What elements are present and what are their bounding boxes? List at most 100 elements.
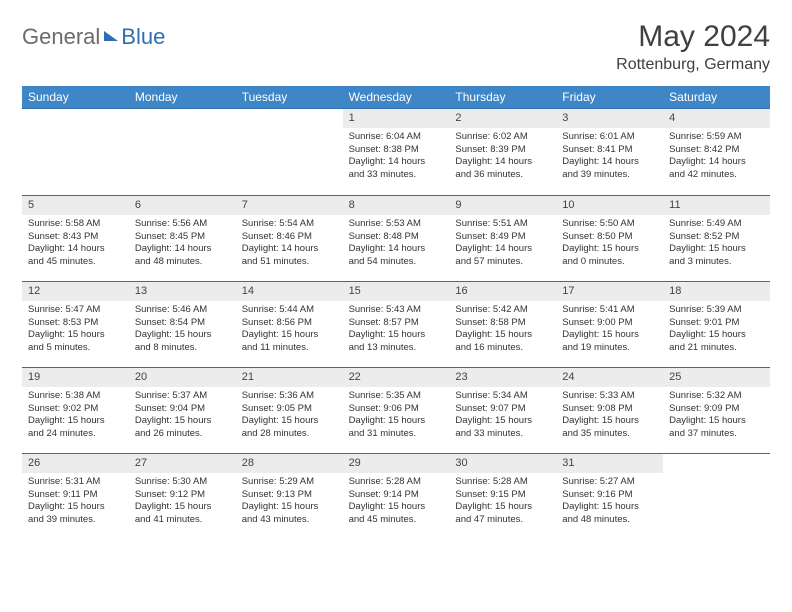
sunset-text: Sunset: 9:01 PM <box>669 317 764 330</box>
daylight-line2: and 43 minutes. <box>242 514 337 527</box>
daylight-line2: and 0 minutes. <box>562 256 657 269</box>
daylight-line1: Daylight: 15 hours <box>562 415 657 428</box>
weekday-col: Friday <box>556 86 663 108</box>
sunset-text: Sunset: 8:38 PM <box>349 144 444 157</box>
daylight-line2: and 36 minutes. <box>455 169 550 182</box>
day-number: 5 <box>22 196 129 215</box>
sunrise-text: Sunrise: 5:51 AM <box>455 218 550 231</box>
day-info: Sunrise: 6:04 AMSunset: 8:38 PMDaylight:… <box>343 131 450 182</box>
daylight-line2: and 33 minutes. <box>455 428 550 441</box>
daylight-line2: and 39 minutes. <box>562 169 657 182</box>
daylight-line2: and 39 minutes. <box>28 514 123 527</box>
day-number: 26 <box>22 454 129 473</box>
daylight-line2: and 45 minutes. <box>28 256 123 269</box>
daylight-line1: Daylight: 15 hours <box>135 329 230 342</box>
day-number: 28 <box>236 454 343 473</box>
daylight-line1: Daylight: 15 hours <box>28 501 123 514</box>
daylight-line1: Daylight: 15 hours <box>669 243 764 256</box>
day-number: 18 <box>663 282 770 301</box>
calendar-cell: 12Sunrise: 5:47 AMSunset: 8:53 PMDayligh… <box>22 281 129 367</box>
calendar-cell: 8 Sunrise: 5:53 AMSunset: 8:48 PMDaylight… <box>343 195 450 281</box>
calendar-cell-empty <box>129 108 236 195</box>
calendar-grid: 1Sunrise: 6:04 AMSunset: 8:38 PMDaylight… <box>22 108 770 539</box>
daylight-line1: Daylight: 15 hours <box>669 329 764 342</box>
daylight-line1: Daylight: 15 hours <box>349 329 444 342</box>
daylight-line1: Daylight: 14 hours <box>349 243 444 256</box>
sunset-text: Sunset: 8:45 PM <box>135 231 230 244</box>
daylight-line1: Daylight: 15 hours <box>669 415 764 428</box>
day-number: 25 <box>663 368 770 387</box>
daylight-line2: and 3 minutes. <box>669 256 764 269</box>
daylight-line2: and 16 minutes. <box>455 342 550 355</box>
daylight-line1: Daylight: 15 hours <box>455 329 550 342</box>
daylight-line1: Daylight: 15 hours <box>349 501 444 514</box>
day-info: Sunrise: 5:33 AMSunset: 9:08 PMDaylight:… <box>556 390 663 441</box>
day-number: 30 <box>449 454 556 473</box>
day-info: Sunrise: 5:53 AMSunset: 8:48 PMDaylight:… <box>343 218 450 269</box>
daylight-line1: Daylight: 14 hours <box>135 243 230 256</box>
sunrise-text: Sunrise: 5:59 AM <box>669 131 764 144</box>
day-number: 8 <box>343 196 450 215</box>
day-number: 4 <box>663 109 770 128</box>
daylight-line1: Daylight: 15 hours <box>135 501 230 514</box>
day-number: 24 <box>556 368 663 387</box>
daylight-line1: Daylight: 15 hours <box>28 415 123 428</box>
daylight-line1: Daylight: 15 hours <box>455 501 550 514</box>
brand-part2: Blue <box>121 24 165 50</box>
weekday-col: Thursday <box>449 86 556 108</box>
day-info: Sunrise: 5:30 AMSunset: 9:12 PMDaylight:… <box>129 476 236 527</box>
day-info: Sunrise: 5:37 AMSunset: 9:04 PMDaylight:… <box>129 390 236 441</box>
sunrise-text: Sunrise: 5:34 AM <box>455 390 550 403</box>
brand-logo: General Blue <box>22 24 165 50</box>
daylight-line1: Daylight: 14 hours <box>455 243 550 256</box>
daylight-line2: and 11 minutes. <box>242 342 337 355</box>
brand-triangle-icon <box>104 31 118 41</box>
day-number: 12 <box>22 282 129 301</box>
day-info: Sunrise: 6:02 AMSunset: 8:39 PMDaylight:… <box>449 131 556 182</box>
sunrise-text: Sunrise: 5:54 AM <box>242 218 337 231</box>
day-number: 19 <box>22 368 129 387</box>
calendar-cell-empty <box>22 108 129 195</box>
sunset-text: Sunset: 8:46 PM <box>242 231 337 244</box>
sunrise-text: Sunrise: 5:37 AM <box>135 390 230 403</box>
weekday-col: Tuesday <box>236 86 343 108</box>
day-info: Sunrise: 5:39 AMSunset: 9:01 PMDaylight:… <box>663 304 770 355</box>
daylight-line1: Daylight: 14 hours <box>669 156 764 169</box>
calendar-cell: 14Sunrise: 5:44 AMSunset: 8:56 PMDayligh… <box>236 281 343 367</box>
day-info: Sunrise: 5:42 AMSunset: 8:58 PMDaylight:… <box>449 304 556 355</box>
sunset-text: Sunset: 8:41 PM <box>562 144 657 157</box>
day-info: Sunrise: 5:49 AMSunset: 8:52 PMDaylight:… <box>663 218 770 269</box>
sunset-text: Sunset: 8:56 PM <box>242 317 337 330</box>
sunset-text: Sunset: 9:02 PM <box>28 403 123 416</box>
sunset-text: Sunset: 9:13 PM <box>242 489 337 502</box>
weekday-col: Monday <box>129 86 236 108</box>
sunrise-text: Sunrise: 5:46 AM <box>135 304 230 317</box>
daylight-line2: and 48 minutes. <box>135 256 230 269</box>
sunrise-text: Sunrise: 5:53 AM <box>349 218 444 231</box>
daylight-line2: and 28 minutes. <box>242 428 337 441</box>
daylight-line1: Daylight: 15 hours <box>242 329 337 342</box>
daylight-line2: and 35 minutes. <box>562 428 657 441</box>
calendar-cell: 20Sunrise: 5:37 AMSunset: 9:04 PMDayligh… <box>129 367 236 453</box>
sunset-text: Sunset: 9:12 PM <box>135 489 230 502</box>
calendar-cell: 23Sunrise: 5:34 AMSunset: 9:07 PMDayligh… <box>449 367 556 453</box>
daylight-line1: Daylight: 15 hours <box>455 415 550 428</box>
calendar-cell: 26Sunrise: 5:31 AMSunset: 9:11 PMDayligh… <box>22 453 129 539</box>
day-number: 16 <box>449 282 556 301</box>
header-row: General Blue May 2024 Rottenburg, German… <box>22 20 770 74</box>
sunrise-text: Sunrise: 6:02 AM <box>455 131 550 144</box>
day-info: Sunrise: 5:46 AMSunset: 8:54 PMDaylight:… <box>129 304 236 355</box>
calendar-cell: 21Sunrise: 5:36 AMSunset: 9:05 PMDayligh… <box>236 367 343 453</box>
calendar-cell-empty <box>236 108 343 195</box>
sunrise-text: Sunrise: 5:36 AM <box>242 390 337 403</box>
sunset-text: Sunset: 9:06 PM <box>349 403 444 416</box>
daylight-line2: and 54 minutes. <box>349 256 444 269</box>
day-number: 11 <box>663 196 770 215</box>
daylight-line2: and 42 minutes. <box>669 169 764 182</box>
day-info: Sunrise: 5:28 AMSunset: 9:14 PMDaylight:… <box>343 476 450 527</box>
daylight-line2: and 37 minutes. <box>669 428 764 441</box>
day-info: Sunrise: 5:32 AMSunset: 9:09 PMDaylight:… <box>663 390 770 441</box>
daylight-line1: Daylight: 14 hours <box>28 243 123 256</box>
sunrise-text: Sunrise: 5:58 AM <box>28 218 123 231</box>
calendar-cell: 9Sunrise: 5:51 AMSunset: 8:49 PMDaylight… <box>449 195 556 281</box>
